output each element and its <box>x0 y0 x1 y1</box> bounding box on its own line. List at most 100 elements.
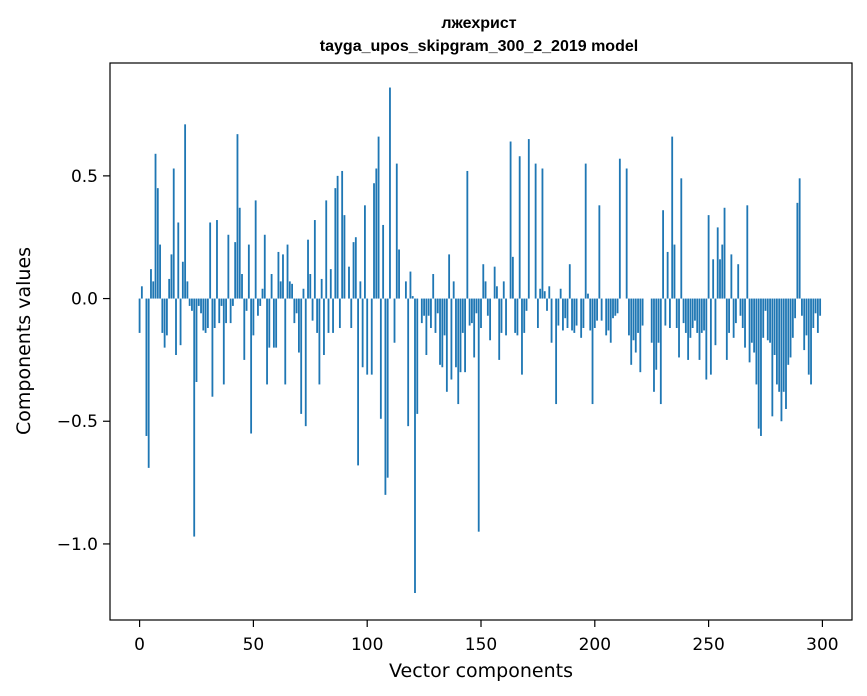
bar <box>268 298 271 348</box>
bar <box>275 298 278 348</box>
bar <box>543 291 546 299</box>
bar <box>584 163 587 299</box>
bar <box>480 298 482 328</box>
bar <box>746 205 749 299</box>
bar <box>420 298 423 324</box>
bar <box>780 298 783 422</box>
bar <box>637 298 639 333</box>
bar <box>580 298 583 338</box>
bar <box>147 298 150 468</box>
bar <box>773 298 776 355</box>
bar <box>202 298 205 331</box>
bar <box>354 237 357 299</box>
bar <box>204 298 207 333</box>
bar <box>279 281 282 299</box>
bar <box>259 298 262 306</box>
bar <box>785 298 787 409</box>
bar <box>375 168 378 299</box>
bar <box>250 298 253 434</box>
bar <box>316 298 319 333</box>
bar <box>562 298 564 331</box>
bar <box>484 281 487 299</box>
bar <box>536 298 539 328</box>
bar <box>778 298 781 392</box>
bar <box>439 298 441 365</box>
bar <box>350 298 353 328</box>
bar <box>407 298 410 427</box>
bar <box>559 288 562 299</box>
bar <box>191 298 193 311</box>
bar <box>769 298 771 343</box>
bar <box>618 158 621 299</box>
bar <box>175 298 177 355</box>
bar <box>534 163 537 299</box>
bar <box>370 298 373 375</box>
bar <box>461 298 464 333</box>
bar <box>653 298 655 392</box>
bar <box>154 153 157 299</box>
bar <box>318 298 321 385</box>
bar <box>161 298 164 333</box>
bar <box>272 298 275 348</box>
bar <box>521 298 523 375</box>
bar <box>464 298 466 373</box>
bar <box>359 281 362 299</box>
bar <box>393 298 396 343</box>
bar <box>254 200 257 299</box>
x-tick-label: 50 <box>243 635 265 655</box>
bar <box>434 298 437 333</box>
x-tick-label: 250 <box>692 635 724 655</box>
bar <box>753 298 756 353</box>
bar <box>709 298 712 375</box>
bar <box>459 298 462 373</box>
bar <box>145 298 148 436</box>
bar <box>138 298 141 333</box>
bar <box>755 298 758 385</box>
bar <box>436 298 439 314</box>
bar <box>500 298 503 333</box>
bar <box>443 298 446 336</box>
bar <box>712 259 715 299</box>
bar <box>810 298 812 385</box>
bar <box>691 298 694 328</box>
bar <box>216 220 218 299</box>
bar <box>550 298 553 343</box>
bar <box>571 298 573 331</box>
bar <box>744 298 746 348</box>
bar <box>177 222 180 299</box>
bar <box>739 298 742 316</box>
bar <box>748 298 751 363</box>
bar <box>150 269 152 299</box>
bar <box>539 288 542 299</box>
bar <box>728 298 730 333</box>
bar <box>211 298 214 397</box>
bar <box>404 281 407 299</box>
bar <box>348 266 350 299</box>
bar <box>662 210 664 299</box>
bar <box>327 298 330 333</box>
bar <box>236 134 239 299</box>
bar <box>200 298 202 314</box>
bar <box>687 298 690 360</box>
bar <box>382 224 385 299</box>
bar <box>140 286 143 299</box>
bar <box>414 298 416 594</box>
bar <box>548 286 551 299</box>
bar <box>432 274 435 299</box>
plot-frame <box>109 62 853 621</box>
bar <box>336 175 339 299</box>
bar <box>473 298 476 358</box>
bar <box>684 298 687 333</box>
y-axis-label: Components values <box>13 247 35 435</box>
x-tick-label: 200 <box>579 635 611 655</box>
bar <box>555 298 558 405</box>
bar <box>689 298 692 338</box>
bar <box>277 251 280 299</box>
bar <box>573 298 576 333</box>
bar <box>159 244 161 299</box>
bar <box>766 298 769 341</box>
bar <box>284 298 287 385</box>
bar <box>416 298 419 414</box>
bar <box>181 261 184 299</box>
bar <box>634 298 637 353</box>
